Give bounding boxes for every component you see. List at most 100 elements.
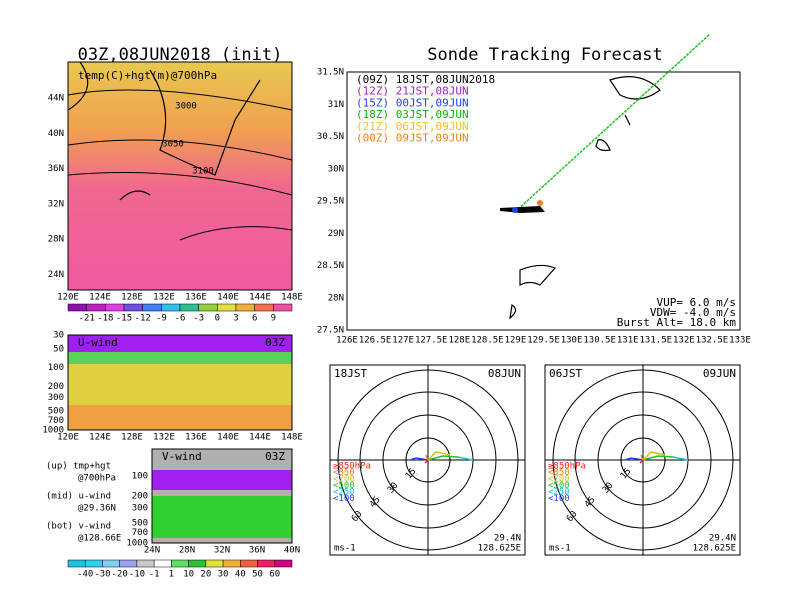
lon-tick: 128E: [121, 433, 143, 443]
hodo-trace: [624, 457, 644, 461]
lon-tick: 127E: [392, 336, 414, 346]
hodo-unit: ms-1: [549, 544, 571, 554]
colorbar-box: [257, 559, 276, 568]
level-label: <100: [548, 494, 570, 504]
track-point: [537, 200, 543, 206]
colorbar-box: [86, 303, 106, 312]
hodo-date: 08JUN: [488, 367, 521, 380]
coastline: [67, 61, 261, 201]
p-tick: 200: [48, 382, 64, 392]
legend-entry: (15Z) 00JST,09JUN: [356, 96, 469, 109]
colorbar-tick: -20: [112, 570, 128, 580]
lat-tick: 40N: [48, 129, 64, 139]
legend-entry: (18Z) 03JST,09JUN: [356, 108, 469, 121]
p-tick: 500: [48, 407, 64, 417]
lon-tick: 132E: [153, 433, 175, 443]
contour-label: 3050: [162, 140, 184, 150]
u-frame: [67, 334, 293, 431]
legend-entry: (09Z) 18JST,08JUN2018: [356, 73, 495, 86]
colorbar-tick: -3: [193, 314, 204, 324]
lon-tick: 131E: [617, 336, 639, 346]
hodo-trace: [409, 457, 429, 461]
colorbar-box: [123, 303, 143, 312]
level-label: <100: [333, 494, 355, 504]
level-label: <700: [333, 475, 355, 485]
note: @700hPa: [78, 474, 116, 484]
colorbar-box: [254, 303, 274, 312]
colorbar-box: [205, 559, 224, 568]
colorbar-tick: -12: [135, 314, 151, 324]
lat-tick: 28N: [328, 293, 344, 303]
colorbar-tick: -21: [79, 314, 95, 324]
colorbar-box: [235, 303, 255, 312]
lat-tick: 36N: [249, 546, 265, 556]
hodo-trace: [425, 454, 429, 461]
colorbar-box: [136, 559, 155, 568]
lon-tick: 126.5E: [359, 336, 392, 346]
panel-label: V-wind: [162, 450, 202, 463]
contour-label: 3000: [175, 102, 197, 112]
colorbar-tick: 1: [169, 570, 174, 580]
track-frame: [346, 71, 741, 331]
hodo-time: 18JST: [334, 367, 367, 380]
colorbar-tick: 20: [200, 570, 211, 580]
colorbar-box: [188, 559, 207, 568]
colorbar-box: [240, 559, 258, 568]
hodo-time: 06JST: [549, 367, 582, 380]
lon-tick: 130E: [561, 336, 583, 346]
lon-tick: 144E: [249, 293, 271, 303]
v-wind-band: [152, 496, 292, 538]
p-tick: 500: [132, 518, 148, 528]
p-tick: 100: [132, 471, 148, 481]
level-label: <850: [333, 468, 355, 478]
level-label: <850: [548, 468, 570, 478]
track-points: [500, 206, 545, 213]
colorbar-box: [274, 559, 293, 568]
p-tick: 30: [53, 331, 64, 341]
colorbar-tick: -40: [77, 570, 93, 580]
level-label: <500: [548, 481, 570, 491]
colorbar-box: [273, 303, 293, 312]
lon-tick: 129.5E: [527, 336, 560, 346]
level-label: <250: [548, 488, 570, 498]
legend-entry: (00Z) 09JST,09JUN: [356, 132, 469, 145]
lon-tick: 144E: [249, 433, 271, 443]
colorbar-box: [119, 559, 138, 568]
lon-tick: 132.5E: [696, 336, 729, 346]
lon-tick: 130.5E: [583, 336, 616, 346]
colorbar-box: [102, 559, 120, 568]
lat-tick: 27.5N: [317, 326, 344, 336]
level-label: ≥850hPa: [548, 462, 586, 472]
lon-tick: 127.5E: [415, 336, 448, 346]
colorbar-box: [105, 303, 125, 312]
lat-tick: 30N: [328, 164, 344, 174]
hodo-trace: [427, 455, 459, 461]
lon-tick: 129E: [505, 336, 527, 346]
lon-tick: 136E: [185, 433, 207, 443]
level-label: ≥850hPa: [333, 462, 371, 472]
level-label: <250: [333, 488, 355, 498]
hodo-trace: [457, 456, 474, 461]
lon-tick: 120E: [57, 433, 79, 443]
hodo-lon: 128.625E: [693, 544, 736, 554]
note: @128.66E: [78, 534, 121, 544]
colorbar-tick: -6: [175, 314, 186, 324]
note: (up) tmp+hgt: [46, 462, 111, 472]
colorbar-tick: -18: [97, 314, 113, 324]
lat-tick: 31.5N: [317, 68, 344, 78]
p-tick: 300: [132, 503, 148, 513]
colorbar-box: [198, 303, 218, 312]
lon-tick: 128E: [121, 293, 143, 303]
lon-tick: 128E: [448, 336, 470, 346]
hodo-lon: 128.625E: [478, 544, 521, 554]
colorbar-tick: 10: [183, 570, 194, 580]
colorbar-box: [217, 303, 237, 312]
lat-tick: 30.5N: [317, 132, 344, 142]
lon-tick: 128.5E: [471, 336, 504, 346]
lat-tick: 31N: [328, 100, 344, 110]
track-point: [512, 207, 518, 213]
colorbar-tick: 40: [235, 570, 246, 580]
hodo-lat: 29.4N: [494, 534, 521, 544]
lon-tick: 124E: [89, 293, 111, 303]
